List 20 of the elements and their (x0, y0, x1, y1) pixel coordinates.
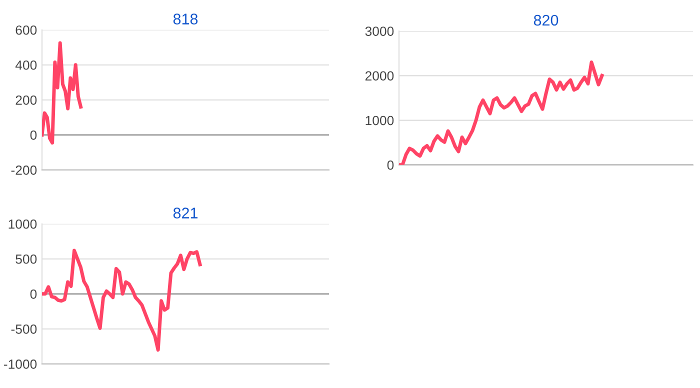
y-tick-label: 0 (30, 289, 37, 299)
y-tick-label: 1000 (366, 116, 394, 126)
y-tick-label: 3000 (365, 26, 394, 36)
chart-title: 821 (173, 208, 198, 218)
line-series (42, 41, 83, 145)
y-tick-label: 500 (16, 254, 37, 264)
y-tick-label: 0 (30, 130, 37, 140)
line-series (42, 248, 202, 352)
y-tick-label: 0 (387, 160, 394, 170)
y-tick-label: -200 (11, 166, 37, 175)
y-tick-label: 200 (16, 95, 37, 105)
line-series (399, 60, 604, 165)
chart-title: 820 (534, 14, 558, 26)
chart-title: 818 (173, 14, 198, 24)
y-tick-label: -1000 (4, 360, 37, 369)
y-tick-label: 600 (16, 25, 37, 35)
y-tick-label: -500 (11, 324, 37, 334)
y-tick-label: 400 (15, 60, 37, 70)
y-tick-label: 1000 (8, 219, 37, 229)
y-tick-label: 2000 (365, 71, 394, 81)
